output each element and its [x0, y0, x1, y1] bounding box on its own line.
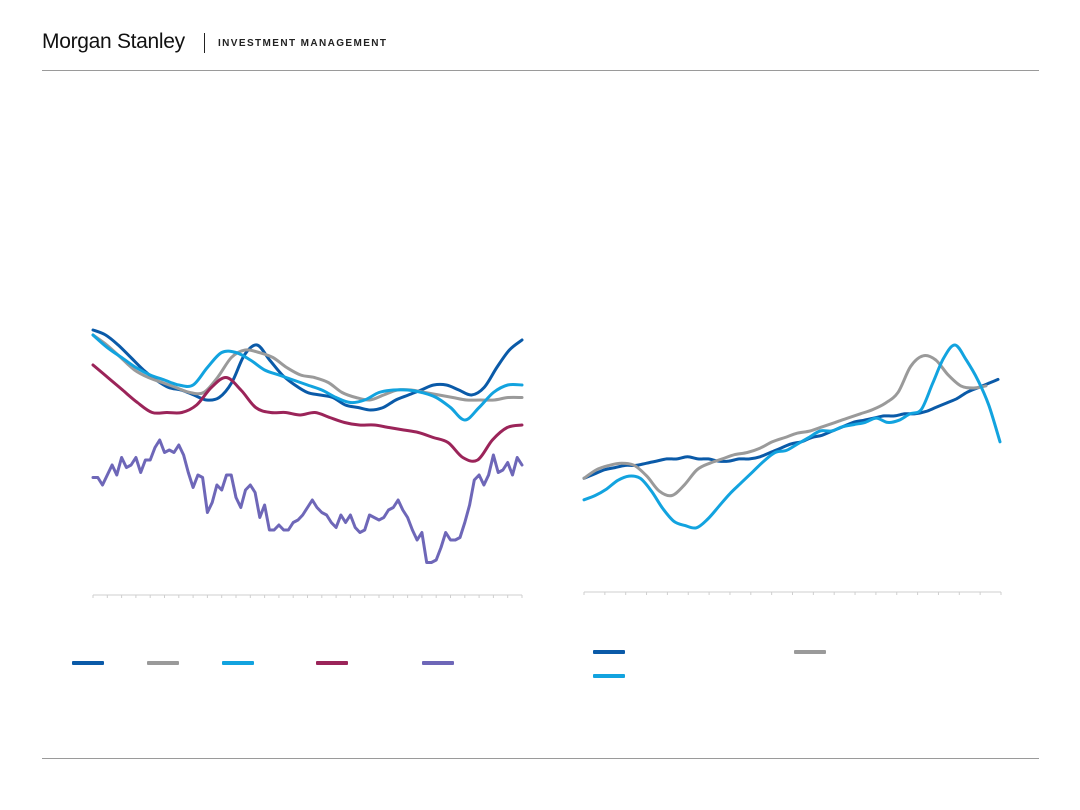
series-line-gray: [91, 333, 524, 402]
footer-divider: [42, 758, 1039, 759]
series-line-light-blue: [91, 333, 524, 422]
series-line-light-blue: [582, 343, 1002, 530]
legend-swatch-light-blue: [222, 661, 254, 665]
series-line-dark-blue: [582, 377, 1000, 480]
legend-swatch-dark-blue: [593, 650, 625, 654]
legend-swatch-maroon: [316, 661, 348, 665]
legend-swatch-gray: [147, 661, 179, 665]
legend-swatch-light-blue: [593, 674, 625, 678]
legend-swatch-gray: [794, 650, 826, 654]
series-line-gray: [582, 354, 988, 498]
left-line-chart: [91, 328, 524, 598]
header-divider: [42, 70, 1039, 71]
series-line-purple: [91, 438, 524, 564]
right-line-chart: [582, 343, 1002, 595]
series-line-dark-blue: [91, 328, 524, 412]
series-line-maroon: [91, 363, 524, 463]
page-header: Morgan Stanley INVESTMENT MANAGEMENT: [0, 0, 1080, 72]
logo-separator: [204, 33, 205, 53]
division-label: INVESTMENT MANAGEMENT: [218, 38, 388, 49]
legend-swatch-dark-blue: [72, 661, 104, 665]
legend-swatch-purple: [422, 661, 454, 665]
brand-logo: Morgan Stanley: [42, 30, 185, 53]
